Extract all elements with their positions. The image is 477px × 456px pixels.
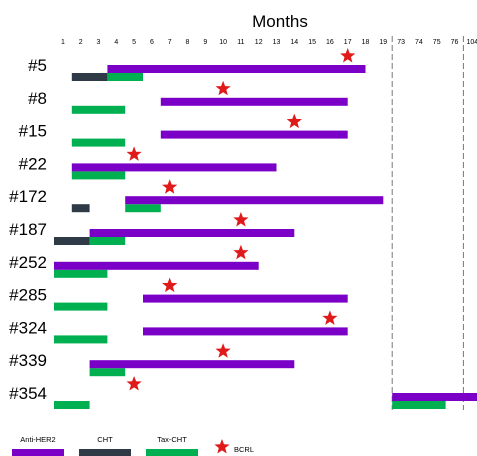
legend-star	[214, 439, 230, 454]
patient-id: #252	[9, 253, 47, 272]
patient-id: #172	[9, 187, 47, 206]
anti-her2-bar	[160, 97, 348, 106]
tax-cht-bar	[392, 401, 446, 409]
tax-cht-bar	[71, 105, 126, 114]
x-tick-label: 104	[466, 39, 477, 46]
patient-id: #5	[28, 56, 47, 75]
legend-label: CHT	[97, 435, 113, 444]
tax-cht-bar	[71, 171, 126, 180]
x-tick-label: 76	[451, 39, 459, 46]
tax-cht-bar	[54, 302, 108, 311]
chart-title: Months	[252, 12, 308, 31]
legend: Anti-HER2 CHT Tax-CHT BCRL	[12, 435, 254, 456]
cht-bar	[71, 73, 108, 81]
x-tick-label: 16	[326, 39, 334, 46]
patient-row: #354	[9, 376, 477, 409]
patient-id: #187	[9, 220, 47, 239]
legend-label: BCRL	[234, 445, 254, 454]
legend-swatch	[12, 449, 64, 456]
tax-cht-bar	[71, 138, 126, 147]
bcrl-star	[233, 212, 249, 227]
patient-id: #8	[28, 89, 47, 108]
patient-row: #5	[28, 48, 366, 81]
bcrl-star	[215, 80, 231, 96]
anti-her2-bar	[54, 261, 259, 270]
patient-row: #172	[9, 179, 384, 213]
anti-her2-bar	[143, 294, 348, 303]
tax-cht-bar	[89, 237, 126, 245]
tax-cht-bar	[54, 401, 90, 409]
anti-her2-bar	[392, 393, 477, 401]
x-tick-label: 19	[379, 39, 387, 46]
bcrl-star	[340, 48, 356, 63]
patient-id: #354	[9, 384, 47, 403]
cht-bar	[54, 237, 90, 245]
patient-row: #285	[9, 277, 348, 311]
anti-her2-bar	[160, 130, 348, 139]
bcrl-star	[126, 376, 142, 391]
bcrl-star	[162, 179, 178, 194]
anti-her2-bar	[71, 163, 277, 172]
x-tick-label: 7	[168, 39, 172, 46]
anti-her2-bar	[125, 196, 384, 205]
x-tick-label: 13	[273, 39, 281, 46]
x-tick-label: 9	[203, 39, 207, 46]
cht-bar	[71, 204, 90, 213]
legend-swatch	[79, 449, 131, 456]
patient-id: #15	[19, 122, 47, 141]
tax-cht-bar	[125, 204, 161, 213]
patient-row: #22	[19, 146, 277, 180]
x-tick-label: 18	[362, 39, 370, 46]
anti-her2-bar	[143, 327, 348, 336]
legend-swatch	[146, 449, 198, 456]
bcrl-star	[126, 146, 142, 161]
patient-id: #285	[9, 286, 47, 305]
x-tick-label: 6	[150, 39, 154, 46]
bcrl-star	[215, 343, 231, 358]
patient-row: #8	[28, 80, 348, 114]
x-tick-label: 2	[79, 39, 83, 46]
x-tick-label: 75	[433, 39, 441, 46]
anti-her2-bar	[89, 360, 295, 369]
x-tick-label: 74	[415, 39, 423, 46]
x-tick-label: 5	[132, 39, 136, 46]
tax-cht-bar	[54, 335, 108, 344]
patient-row: #187	[9, 212, 295, 245]
x-tick-label: 17	[344, 39, 352, 46]
x-tick-labels: 1 2 3 4 5 6 7 8 9 10 11 12 13 14 15 16 17 18 19 73 74 75 76 104	[61, 39, 477, 46]
bcrl-star	[162, 277, 178, 293]
bcrl-star	[233, 244, 249, 260]
x-tick-label: 14	[290, 39, 298, 46]
patient-id: #339	[9, 351, 47, 370]
tax-cht-bar	[54, 269, 108, 278]
x-tick-label: 11	[237, 39, 244, 46]
legend-label: Tax-CHT	[157, 435, 187, 444]
x-tick-label: 4	[114, 39, 118, 46]
anti-her2-bar	[107, 65, 366, 73]
x-tick-label: 15	[308, 39, 316, 46]
patient-row: #339	[9, 343, 295, 377]
x-tick-label: 10	[219, 39, 227, 46]
tax-cht-bar	[89, 368, 126, 377]
x-tick-label: 73	[397, 39, 405, 46]
anti-her2-bar	[89, 229, 295, 237]
patient-row: #15	[19, 113, 348, 147]
patient-row: #252	[9, 244, 259, 278]
patient-id: #22	[19, 154, 47, 173]
x-tick-label: 8	[186, 39, 190, 46]
legend-label: Anti-HER2	[20, 435, 55, 444]
x-tick-label: 3	[97, 39, 101, 46]
x-tick-label: 1	[61, 39, 65, 46]
bcrl-star	[322, 310, 338, 325]
patient-id: #324	[9, 318, 47, 337]
bcrl-star	[286, 113, 302, 129]
patient-rows: #5 #8 #15 #22 #172 #187 #252 #285 #324 #339 #354	[9, 48, 477, 409]
tax-cht-bar	[107, 73, 143, 81]
patient-row: #324	[9, 310, 348, 344]
x-tick-label: 12	[255, 39, 263, 46]
axis-break-lines	[391, 36, 464, 410]
